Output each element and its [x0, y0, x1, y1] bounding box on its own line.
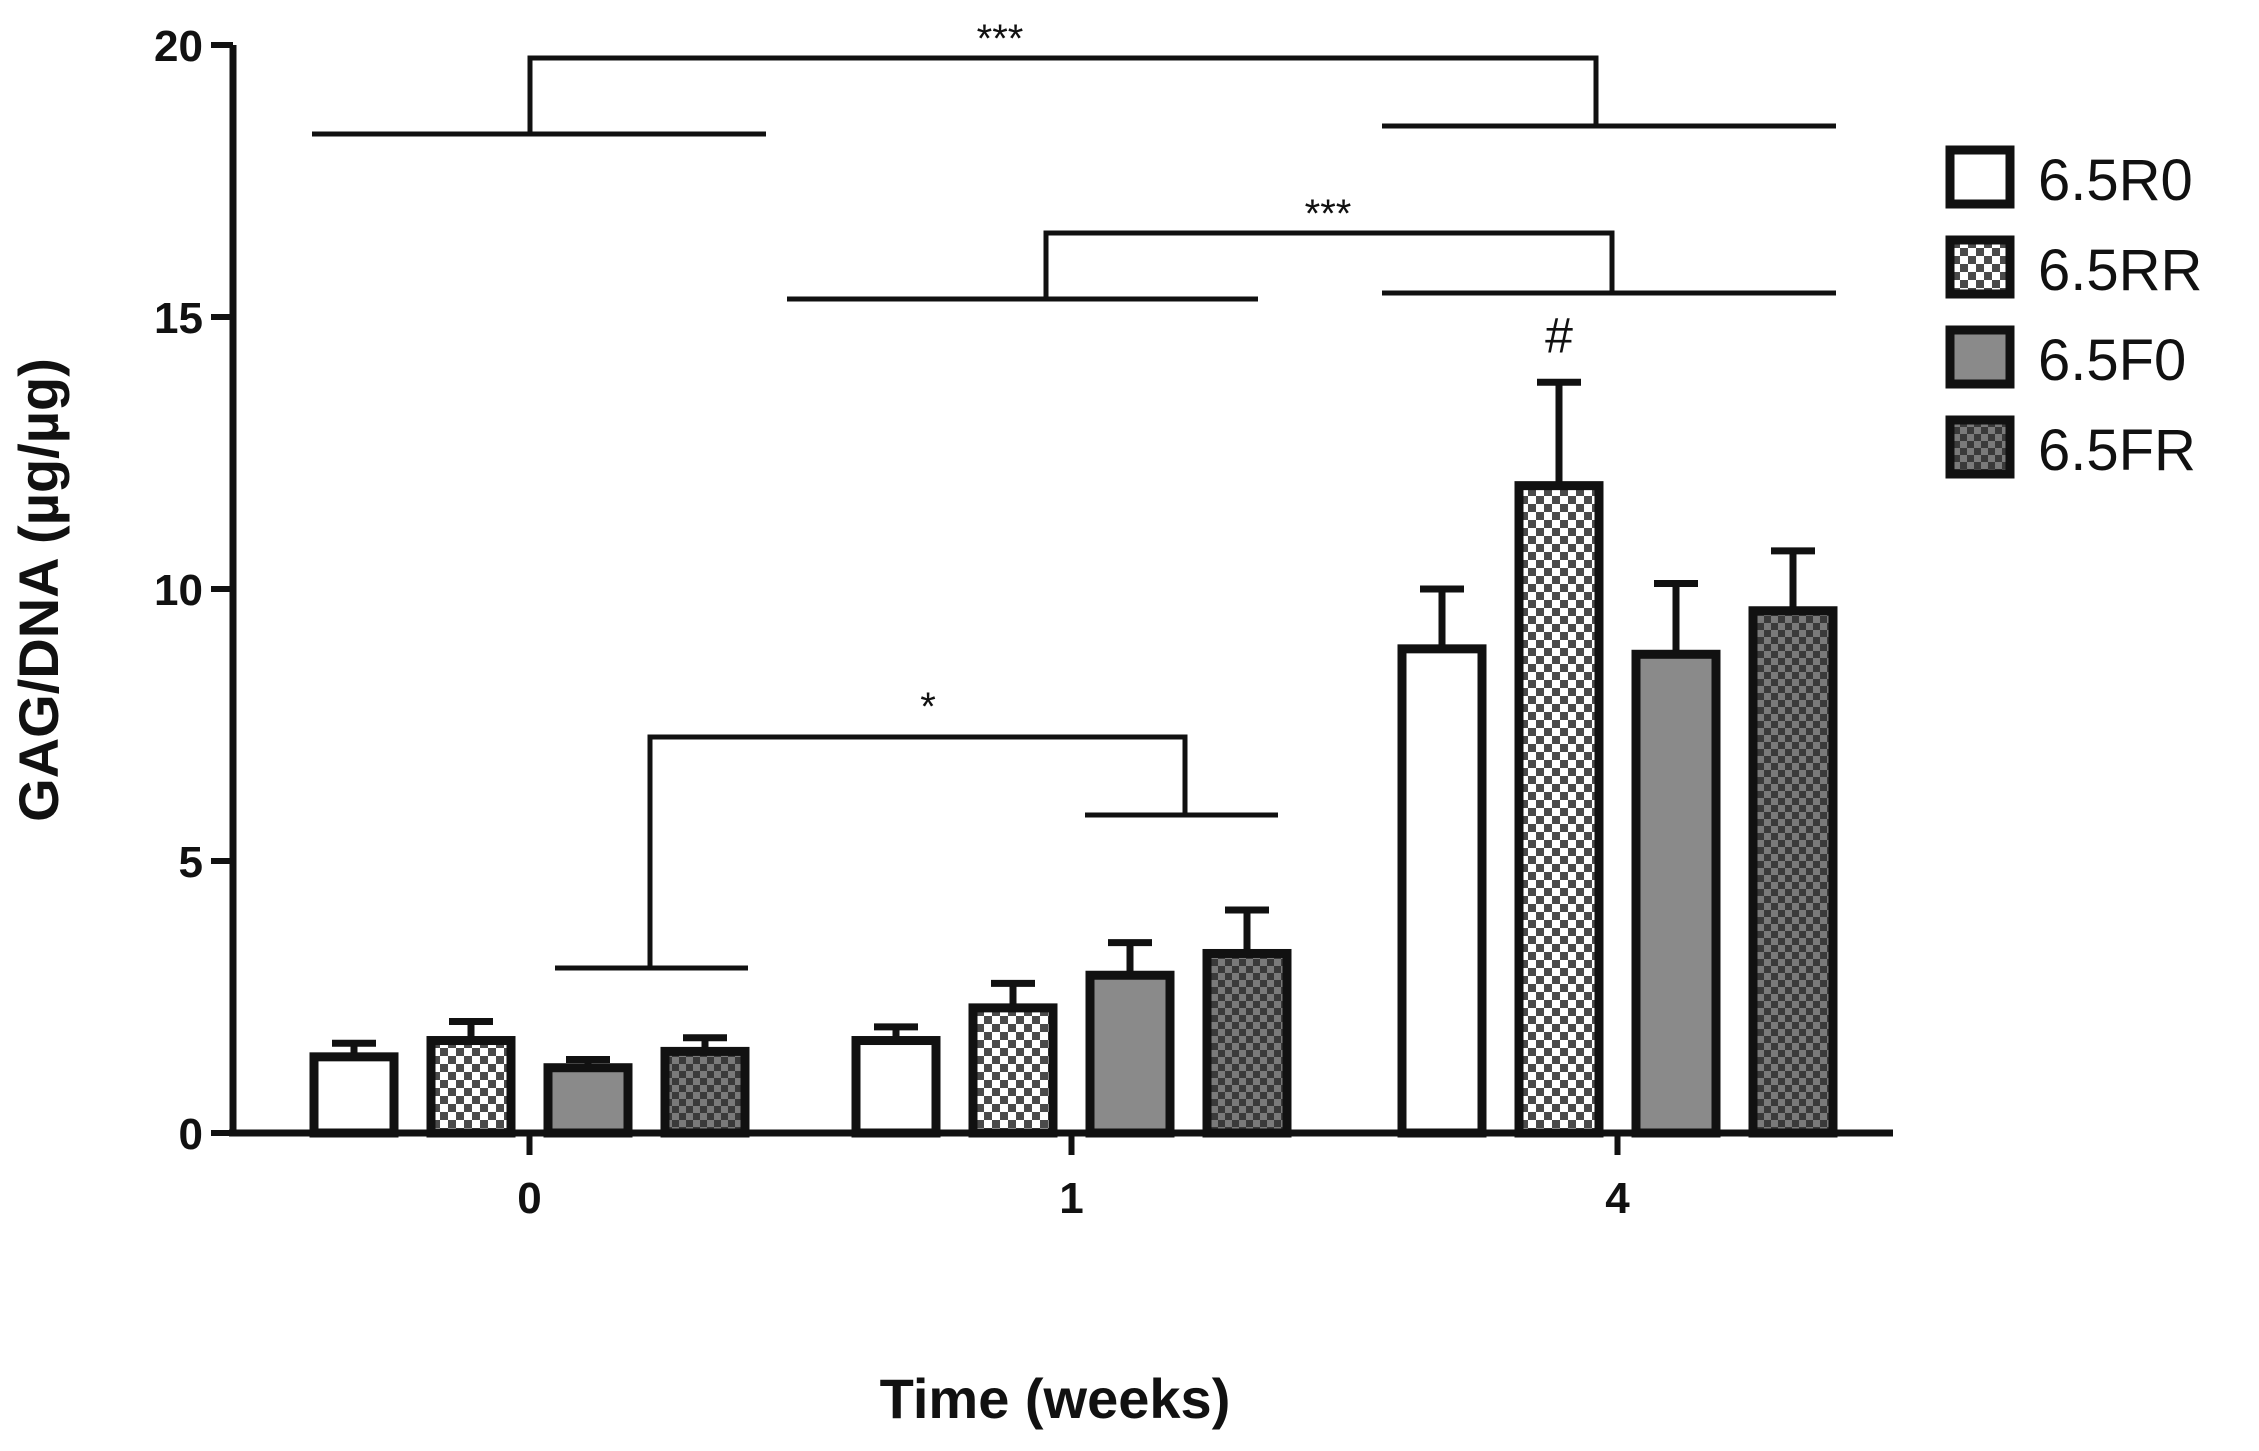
sig-label-1-4: *** [1305, 192, 1352, 236]
bar-6.5F0-week-0 [543, 1063, 633, 1138]
bar-6.5FR-week-1 [1202, 948, 1292, 1138]
y-axis-title: GAG/DNA (µg/µg) [7, 358, 70, 822]
bar-6.5RR-week-0 [426, 1036, 516, 1138]
significance-annotations: *******# [312, 17, 1836, 971]
sig-label-0-1: * [920, 685, 936, 729]
bar-6.5F0-week-4 [1631, 649, 1721, 1138]
x-tick-label: 0 [517, 1174, 541, 1223]
x-axis-title: Time (weeks) [880, 1367, 1231, 1430]
sig-bracket-0-1 [647, 734, 1188, 968]
bar-6.5FR-week-0 [660, 1046, 750, 1138]
legend-swatch-6.5FR [1945, 415, 2015, 479]
sig-bracket-1-4 [1043, 230, 1615, 299]
legend-label-6.5FR: 6.5FR [2038, 418, 2196, 483]
legend-label-6.5F0: 6.5F0 [2038, 328, 2186, 393]
x-tick-label: 1 [1059, 1174, 1083, 1223]
legend-swatch-6.5F0 [1945, 325, 2015, 389]
legend-label-6.5RR: 6.5RR [2038, 238, 2202, 303]
bar-6.5RR-week-1 [968, 1003, 1058, 1138]
legend-swatch-6.5RR [1945, 235, 2015, 299]
y-tick-label: 0 [179, 1110, 203, 1159]
y-tick-label: 5 [179, 838, 203, 887]
x-tick-label: 4 [1605, 1174, 1630, 1223]
bar-6.5R0-week-1 [851, 1036, 941, 1138]
marker-hash: # [1545, 307, 1573, 363]
y-tick-label: 20 [154, 22, 203, 71]
legend: 6.5R0 6.5RR 6.5F0 6.5FR [1945, 145, 2202, 483]
bar-6.5F0-week-1 [1085, 970, 1175, 1138]
y-tick-label: 10 [154, 566, 203, 615]
bar-series: 0 1 4 [309, 378, 1838, 1223]
bar-6.5R0-week-0 [309, 1052, 399, 1138]
sig-label-0-4: *** [977, 17, 1024, 61]
legend-label-6.5R0: 6.5R0 [2038, 148, 2193, 213]
y-tick-label: 15 [154, 294, 203, 343]
legend-swatch-6.5R0 [1945, 145, 2015, 209]
bar-6.5R0-week-4 [1397, 644, 1487, 1138]
bar-6.5RR-week-4 [1514, 481, 1604, 1138]
bar-6.5FR-week-4 [1748, 606, 1838, 1138]
sig-bracket-0-4 [527, 55, 1599, 134]
